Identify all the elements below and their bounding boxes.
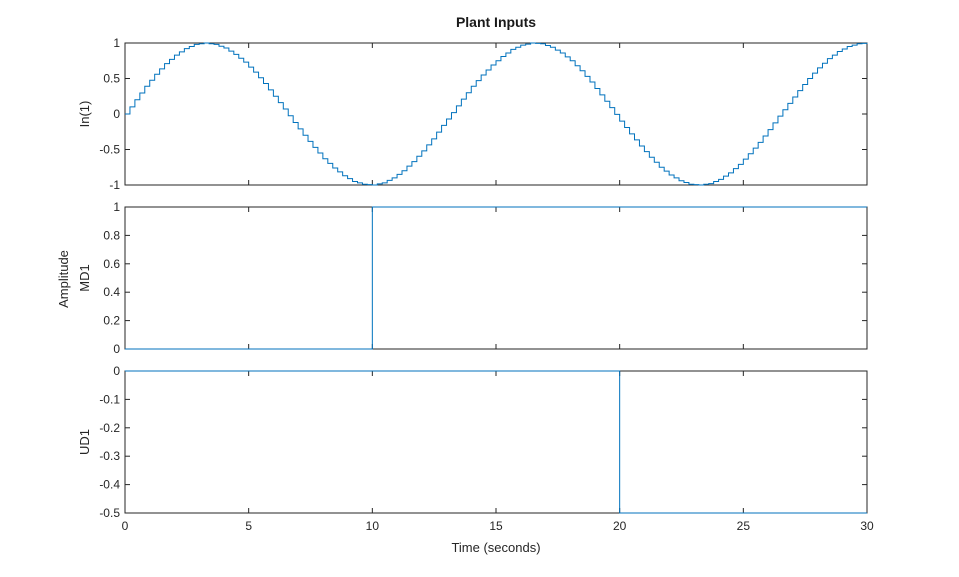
subplot-2: 0 0.2 0.4 0.6 0.8 1 MD1 <box>77 200 868 356</box>
subplot-3-frame <box>124 370 868 514</box>
y-tick-label: -0.1 <box>99 392 120 406</box>
y-tick-label: -0.3 <box>99 449 120 463</box>
subplot-3: -0.5 -0.4 -0.3 -0.2 -0.1 0 0 5 10 15 20 25 30 UD1 <box>77 364 874 533</box>
y-tick-label: -1 <box>109 178 120 192</box>
x-tick-label: 30 <box>860 519 874 533</box>
y-tick-label: 0 <box>113 342 120 356</box>
subplot-2-ylabel: MD1 <box>77 264 92 291</box>
x-tick-label: 10 <box>366 519 380 533</box>
y-tick-label: -0.5 <box>99 506 120 520</box>
subplot-2-series-line <box>125 206 867 350</box>
y-tick-label: 0.6 <box>103 257 120 271</box>
common-y-axis-label: Amplitude <box>56 250 71 308</box>
y-tick-label: 0 <box>113 364 120 378</box>
figure-title: Plant Inputs <box>456 14 536 30</box>
y-tick-label: 0.4 <box>103 285 120 299</box>
y-tick-label: -0.5 <box>99 143 120 157</box>
y-tick-label: -0.2 <box>99 421 120 435</box>
subplot-2-frame <box>124 206 868 350</box>
subplot-1: -1 -0.5 0 0.5 1 In(1) <box>77 36 868 192</box>
subplot-3-ylabel: UD1 <box>77 429 92 455</box>
x-tick-label: 5 <box>245 519 252 533</box>
x-tick-label: 0 <box>122 519 129 533</box>
y-tick-label: 0.2 <box>103 314 120 328</box>
y-tick-label: 0.8 <box>103 228 120 242</box>
subplot-3-series-line <box>125 370 867 514</box>
subplot-1-series-line <box>125 42 868 186</box>
y-tick-label: 0.5 <box>103 72 120 86</box>
x-tick-label: 25 <box>737 519 751 533</box>
y-tick-label: 1 <box>113 36 120 50</box>
y-tick-label: 0 <box>113 107 120 121</box>
x-tick-label: 20 <box>613 519 627 533</box>
subplot-1-ylabel: In(1) <box>77 101 92 128</box>
x-axis-label: Time (seconds) <box>451 540 540 555</box>
subplots-group: -1-0.500.51In(1)00.20.40.60.81MD1-0.5-0.… <box>77 36 874 533</box>
y-tick-label: -0.4 <box>99 478 120 492</box>
y-tick-label: 1 <box>113 200 120 214</box>
x-tick-label: 15 <box>489 519 503 533</box>
